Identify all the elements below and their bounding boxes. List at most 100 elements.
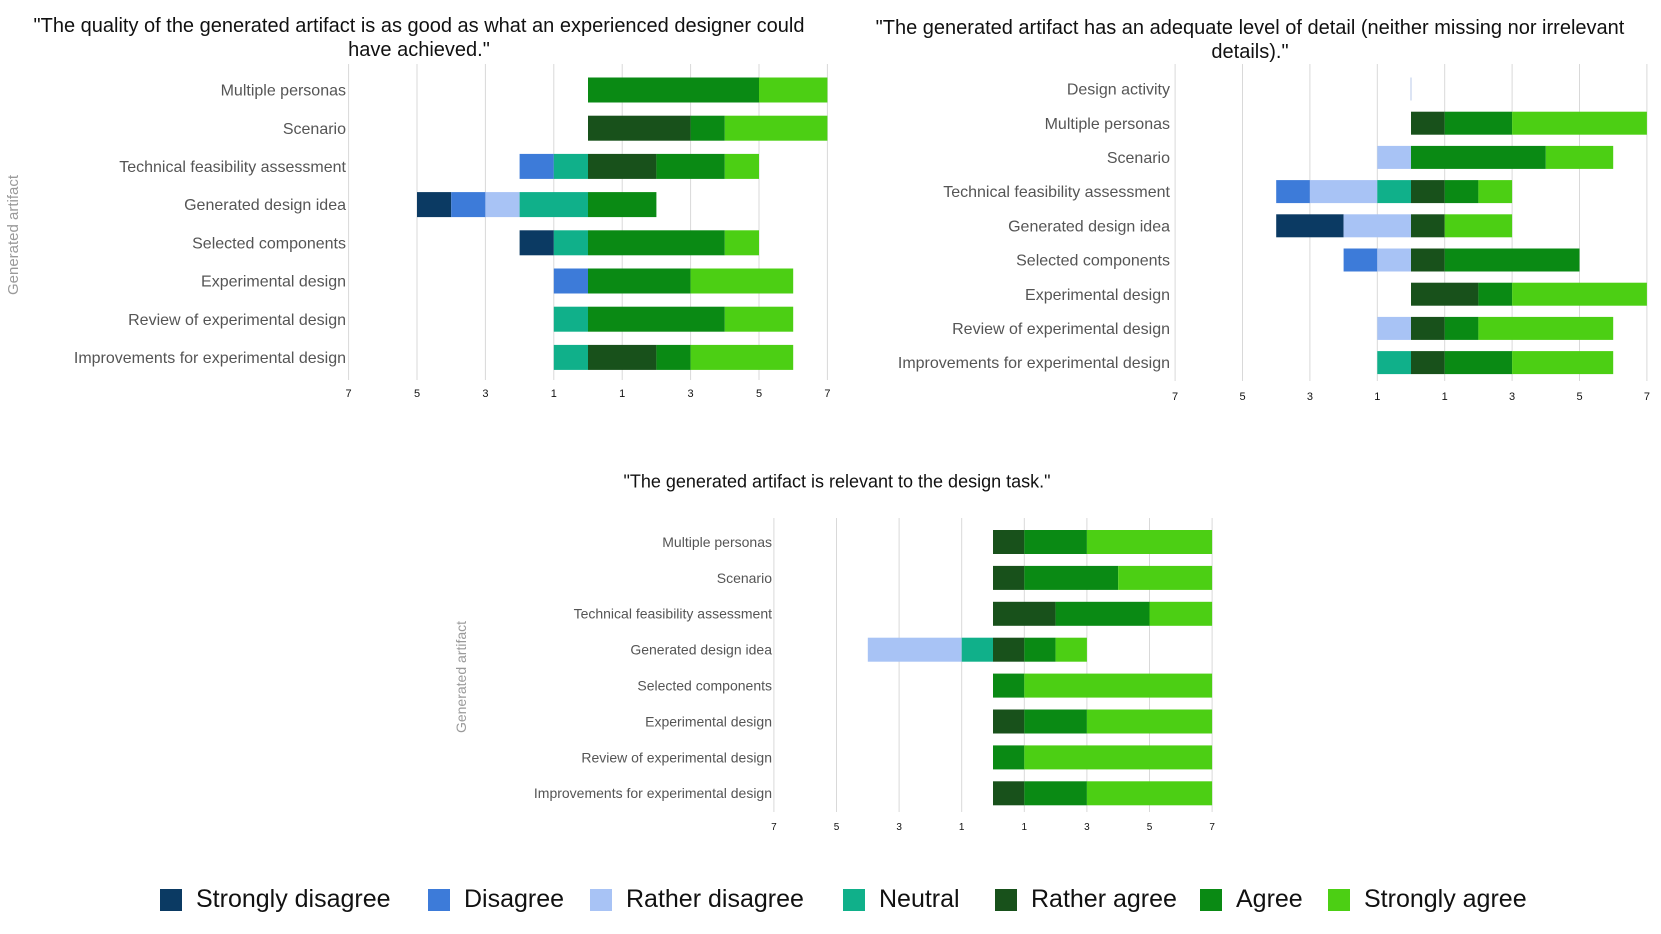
bar-technical-feasibility-assessment-strongly-agree	[1478, 180, 1513, 204]
legend-label: Strongly agree	[1364, 885, 1527, 913]
bar-review-of-experimental-design-rather-agree	[1411, 316, 1445, 340]
bar-generated-design-idea-rather-agree	[1411, 214, 1445, 238]
legend-swatch	[995, 888, 1017, 911]
x-tick-label: 7	[346, 388, 352, 400]
bar-selected-components-strongly-disagree	[519, 230, 554, 256]
legend-label: Disagree	[464, 885, 565, 913]
bar-generated-design-idea-neutral	[961, 637, 993, 662]
bar-generated-design-idea-strongly-disagree	[1276, 214, 1344, 238]
y-axis-label: Generated artifact	[453, 621, 469, 733]
category-label-selected-components: Selected components	[1016, 253, 1170, 270]
bar-experimental-design-agree	[1024, 709, 1087, 734]
category-label-improvements-for-experimental-design: Improvements for experimental design	[534, 785, 772, 801]
x-tick-label: 1	[959, 822, 965, 833]
bar-selected-components-agree	[588, 230, 725, 256]
category-label-multiple-personas: Multiple personas	[221, 83, 346, 100]
bar-selected-components-rather-agree	[1411, 248, 1445, 272]
bar-experimental-design-strongly-agree	[690, 268, 794, 294]
bar-scenario-strongly-agree	[1118, 565, 1213, 590]
bar-technical-feasibility-assessment-neutral	[553, 153, 588, 179]
bar-technical-feasibility-assessment-disagree	[1276, 180, 1310, 204]
bar-selected-components-neutral	[553, 230, 588, 256]
bar-experimental-design-agree	[1478, 282, 1513, 306]
x-tick-label: 7	[1644, 391, 1650, 403]
bar-improvements-for-experimental-design-strongly-agree	[690, 344, 794, 370]
category-label-generated-design-idea: Generated design idea	[630, 642, 772, 658]
bar-scenario-strongly-agree	[1545, 145, 1614, 169]
category-label-scenario: Scenario	[283, 121, 346, 138]
bar-improvements-for-experimental-design-agree	[1024, 781, 1087, 806]
legend-swatch	[1200, 888, 1222, 911]
x-tick-label: 5	[756, 388, 762, 400]
chart-title-line: "The generated artifact is relevant to t…	[623, 471, 1050, 491]
legend-item-disagree: Disagree	[428, 885, 564, 914]
bar-multiple-personas-strongly-agree	[1512, 111, 1647, 135]
legend-item-strongly-disagree: Strongly disagree	[160, 885, 391, 914]
category-label-multiple-personas: Multiple personas	[662, 534, 772, 550]
category-label-review-of-experimental-design: Review of experimental design	[128, 312, 346, 329]
chart-title: "The generated artifact is relevant to t…	[623, 471, 1050, 491]
x-tick-label: 5	[1576, 391, 1582, 403]
legend-swatch	[160, 888, 182, 911]
legend-swatch	[1328, 888, 1350, 911]
bar-review-of-experimental-design-agree	[993, 745, 1025, 770]
bar-multiple-personas-agree	[1024, 530, 1087, 554]
bar-selected-components-strongly-agree	[1024, 673, 1213, 698]
bar-experimental-design-rather-agree	[993, 709, 1025, 734]
bar-generated-design-idea-agree	[1024, 637, 1056, 662]
bar-technical-feasibility-assessment-rather-agree	[993, 601, 1056, 626]
legend-item-rather-agree: Rather agree	[995, 885, 1177, 914]
bar-scenario-rather-agree	[588, 115, 691, 141]
bar-multiple-personas-rather-agree	[993, 530, 1025, 554]
bar-selected-components-disagree	[1343, 248, 1378, 272]
legend-label: Rather disagree	[626, 885, 804, 913]
category-label-technical-feasibility-assessment: Technical feasibility assessment	[119, 159, 346, 176]
bar-scenario-agree	[1411, 145, 1546, 169]
legend-swatch	[590, 888, 612, 911]
bar-generated-design-idea-agree	[588, 192, 657, 218]
x-tick-label: 3	[1084, 822, 1090, 833]
bar-review-of-experimental-design-strongly-agree	[1478, 316, 1614, 340]
chart-title-line: details)."	[1211, 41, 1288, 63]
bar-improvements-for-experimental-design-neutral	[1377, 351, 1411, 375]
category-label-experimental-design: Experimental design	[201, 274, 346, 291]
legend-item-rather-disagree: Rather disagree	[590, 885, 804, 914]
category-label-selected-components: Selected components	[192, 235, 346, 252]
x-tick-label: 3	[482, 388, 488, 400]
legend-swatch	[428, 888, 450, 911]
category-label-multiple-personas: Multiple personas	[1045, 116, 1170, 133]
bar-multiple-personas-strongly-agree	[1086, 530, 1213, 554]
legend-label: Agree	[1236, 885, 1303, 913]
bar-technical-feasibility-assessment-disagree	[519, 153, 554, 179]
bar-technical-feasibility-assessment-rather-agree	[588, 153, 657, 179]
y-axis-label: Generated artifact	[5, 174, 22, 295]
bar-scenario-agree	[1024, 565, 1119, 590]
category-label-experimental-design: Experimental design	[1025, 287, 1170, 304]
bar-experimental-design-strongly-agree	[1512, 282, 1647, 306]
bar-generated-design-idea-rather-agree	[993, 637, 1025, 662]
category-label-scenario: Scenario	[717, 570, 772, 586]
x-tick-label: 1	[1374, 391, 1380, 403]
category-label-design-activity: Design activity	[1067, 82, 1170, 99]
bar-multiple-personas-strongly-agree	[759, 77, 828, 103]
bar-improvements-for-experimental-design-agree	[656, 344, 691, 370]
bar-technical-feasibility-assessment-rather-agree	[1411, 180, 1445, 204]
legend-item-agree: Agree	[1200, 885, 1303, 914]
x-tick-label: 7	[1172, 391, 1178, 403]
bar-improvements-for-experimental-design-strongly-agree	[1086, 781, 1213, 806]
category-label-improvements-for-experimental-design: Improvements for experimental design	[74, 350, 346, 367]
bar-review-of-experimental-design-rather-disagree	[1377, 316, 1411, 340]
category-label-technical-feasibility-assessment: Technical feasibility assessment	[574, 606, 773, 622]
category-label-review-of-experimental-design: Review of experimental design	[581, 749, 772, 765]
bar-selected-components-strongly-agree	[724, 230, 759, 256]
category-label-selected-components: Selected components	[637, 678, 772, 694]
bar-scenario-agree	[690, 115, 725, 141]
bar-scenario-strongly-agree	[724, 115, 828, 141]
bar-review-of-experimental-design-strongly-agree	[1024, 745, 1213, 770]
bar-improvements-for-experimental-design-rather-agree	[588, 344, 657, 370]
category-label-improvements-for-experimental-design: Improvements for experimental design	[898, 355, 1170, 372]
bar-improvements-for-experimental-design-agree	[1444, 351, 1513, 375]
bar-selected-components-agree	[1444, 248, 1580, 272]
bar-generated-design-idea-neutral	[519, 192, 588, 218]
